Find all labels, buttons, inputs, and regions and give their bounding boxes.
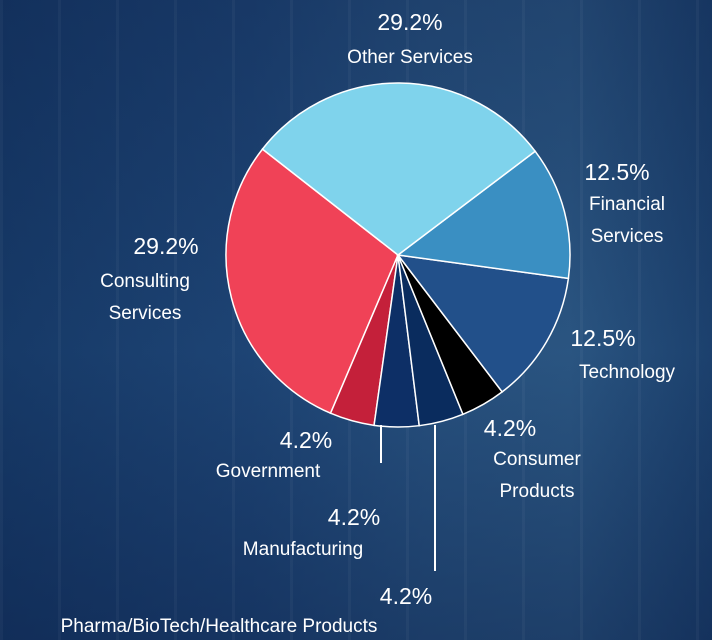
category-label: Manufacturing bbox=[242, 539, 364, 560]
category-label: Pharma/BioTech/Healthcare Products bbox=[60, 616, 378, 637]
value-label: 29.2% bbox=[377, 9, 443, 35]
value-label: 29.2% bbox=[133, 233, 199, 259]
pie-slice bbox=[261, 82, 537, 256]
value-label: 12.5% bbox=[570, 325, 636, 351]
pie-slice bbox=[225, 148, 399, 415]
value-label: 4.2% bbox=[483, 415, 537, 441]
value-label: 12.5% bbox=[584, 159, 650, 185]
pie-slice bbox=[396, 254, 570, 393]
category-label: Other Services bbox=[347, 47, 473, 68]
value-label: 4.2% bbox=[379, 583, 433, 609]
category-label: Financial Services bbox=[588, 194, 666, 247]
pie-slice bbox=[396, 150, 571, 280]
category-label: Government bbox=[215, 461, 321, 482]
value-label: 4.2% bbox=[327, 504, 381, 530]
value-label: 4.2% bbox=[279, 427, 333, 453]
category-label: Consulting Services bbox=[100, 271, 190, 324]
category-label: Technology bbox=[578, 362, 676, 383]
category-label: Consumer Products bbox=[493, 449, 581, 502]
